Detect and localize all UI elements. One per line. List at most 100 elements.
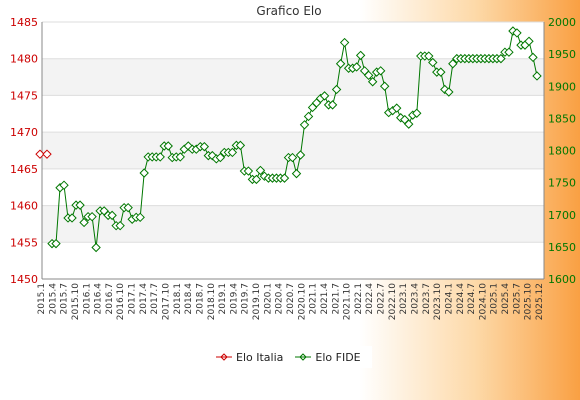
x-tick-label: 2022.4 — [365, 283, 375, 315]
x-tick-label: 2025.12 — [535, 283, 545, 320]
point-fide — [428, 57, 438, 68]
x-tick-label: 2021.7 — [331, 283, 341, 315]
point-fide — [251, 174, 262, 185]
y-tick-label-left: 1455 — [10, 236, 38, 249]
point-fide — [375, 66, 386, 76]
point-fide — [107, 210, 117, 221]
point-fide — [139, 168, 149, 178]
legend-item-italia[interactable]: Elo Italia — [216, 351, 283, 364]
point-fide — [379, 81, 390, 91]
x-tick-label: 2023.4 — [411, 283, 421, 315]
point-fide — [123, 202, 133, 213]
y-tick-label-right: 1800 — [548, 145, 576, 158]
x-tick-label: 2018.1 — [173, 283, 183, 315]
point-fide — [331, 84, 342, 95]
x-tick-label: 2017.7 — [150, 283, 160, 315]
point-fide — [524, 36, 534, 46]
x-tick-label: 2021.4 — [320, 283, 330, 315]
point-fide — [528, 52, 538, 63]
x-tick-label: 2019.1 — [218, 283, 228, 315]
point-fide — [363, 70, 374, 81]
x-tick-label: 2018.7 — [195, 283, 205, 315]
x-tick-label: 2020.7 — [286, 283, 296, 315]
point-fide — [279, 173, 290, 183]
point-fide — [444, 87, 454, 97]
x-tick-label: 2015.1 — [37, 283, 47, 315]
x-tick-label: 2018.4 — [184, 283, 194, 315]
x-tick-label: 2015.10 — [71, 283, 81, 320]
point-fide — [79, 217, 89, 228]
point-fide — [215, 152, 226, 163]
y-tick-label-right: 1650 — [548, 241, 576, 254]
x-tick-label: 2025.1 — [490, 283, 500, 315]
point-fide — [287, 152, 298, 163]
x-tick-label: 2017.1 — [128, 283, 138, 315]
x-tick-label: 2025.10 — [524, 283, 534, 320]
x-tick-label: 2024.7 — [467, 283, 477, 315]
plot-band — [42, 132, 544, 169]
point-fide — [175, 152, 185, 162]
x-tick-label: 2024.10 — [478, 283, 488, 320]
y-tick-label-right: 1700 — [548, 209, 576, 222]
y-tick-label-right: 1900 — [548, 80, 576, 93]
x-tick-label: 2020.10 — [297, 283, 307, 320]
x-tick-label: 2015.7 — [60, 283, 70, 315]
y-tick-label-left: 1475 — [10, 89, 38, 102]
legend-item-fide[interactable]: Elo FIDE — [295, 350, 361, 364]
point-fide — [335, 59, 346, 69]
point-fide — [319, 91, 330, 101]
point-fide — [532, 71, 542, 81]
point-fide — [255, 165, 266, 176]
x-tick-label: 2024.4 — [456, 283, 466, 315]
point-fide — [115, 220, 125, 231]
x-tick-label: 2018.10 — [207, 283, 217, 320]
point-italia — [42, 149, 52, 159]
x-tick-label: 2016.1 — [82, 283, 92, 315]
point-fide — [67, 213, 77, 223]
point-fide — [436, 67, 446, 77]
plot-band — [42, 205, 544, 243]
point-fide — [504, 47, 514, 57]
y-tick-label-left: 1470 — [10, 126, 38, 139]
x-tick-label: 2023.7 — [422, 283, 432, 315]
point-fide — [496, 53, 506, 64]
x-tick-label: 2023.10 — [433, 283, 443, 320]
point-fide — [91, 242, 101, 253]
x-tick-label: 2019.10 — [252, 283, 262, 320]
point-fide — [424, 51, 434, 61]
plot-band — [42, 58, 544, 96]
point-fide — [295, 150, 306, 160]
point-fide — [87, 211, 97, 222]
point-italia — [35, 149, 45, 159]
x-tick-label: 2019.7 — [241, 283, 251, 315]
point-fide — [392, 103, 402, 113]
x-tick-label: 2021.1 — [309, 283, 319, 315]
y-tick-label-left: 1480 — [10, 53, 38, 66]
x-tick-label: 2020.1 — [263, 283, 273, 315]
legend-marker-italia — [216, 353, 232, 361]
point-fide — [339, 37, 350, 48]
point-fide — [448, 59, 458, 69]
point-fide — [412, 108, 422, 118]
legend-label-fide: Elo FIDE — [315, 350, 361, 364]
point-fide — [59, 180, 69, 190]
x-tick-label: 2017.10 — [162, 283, 172, 320]
point-fide — [199, 141, 210, 152]
x-tick-label: 2022.1 — [354, 283, 364, 315]
point-fide — [243, 166, 254, 176]
x-tick-label: 2016.7 — [105, 283, 115, 315]
x-tick-label: 2022.7 — [377, 283, 387, 315]
point-fide — [163, 141, 173, 151]
x-tick-label: 2024.1 — [444, 283, 454, 315]
y-tick-label-right: 1850 — [548, 112, 576, 125]
x-tick-label: 2017.4 — [139, 283, 149, 315]
point-fide — [235, 140, 246, 151]
point-fide — [404, 119, 414, 129]
chart-title: Grafico Elo — [256, 4, 321, 18]
legend: Elo Italia Elo FIDE — [210, 346, 372, 368]
point-fide — [355, 50, 366, 61]
y-tick-label-left: 1460 — [10, 200, 38, 213]
x-tick-label: 2016.10 — [116, 283, 126, 320]
